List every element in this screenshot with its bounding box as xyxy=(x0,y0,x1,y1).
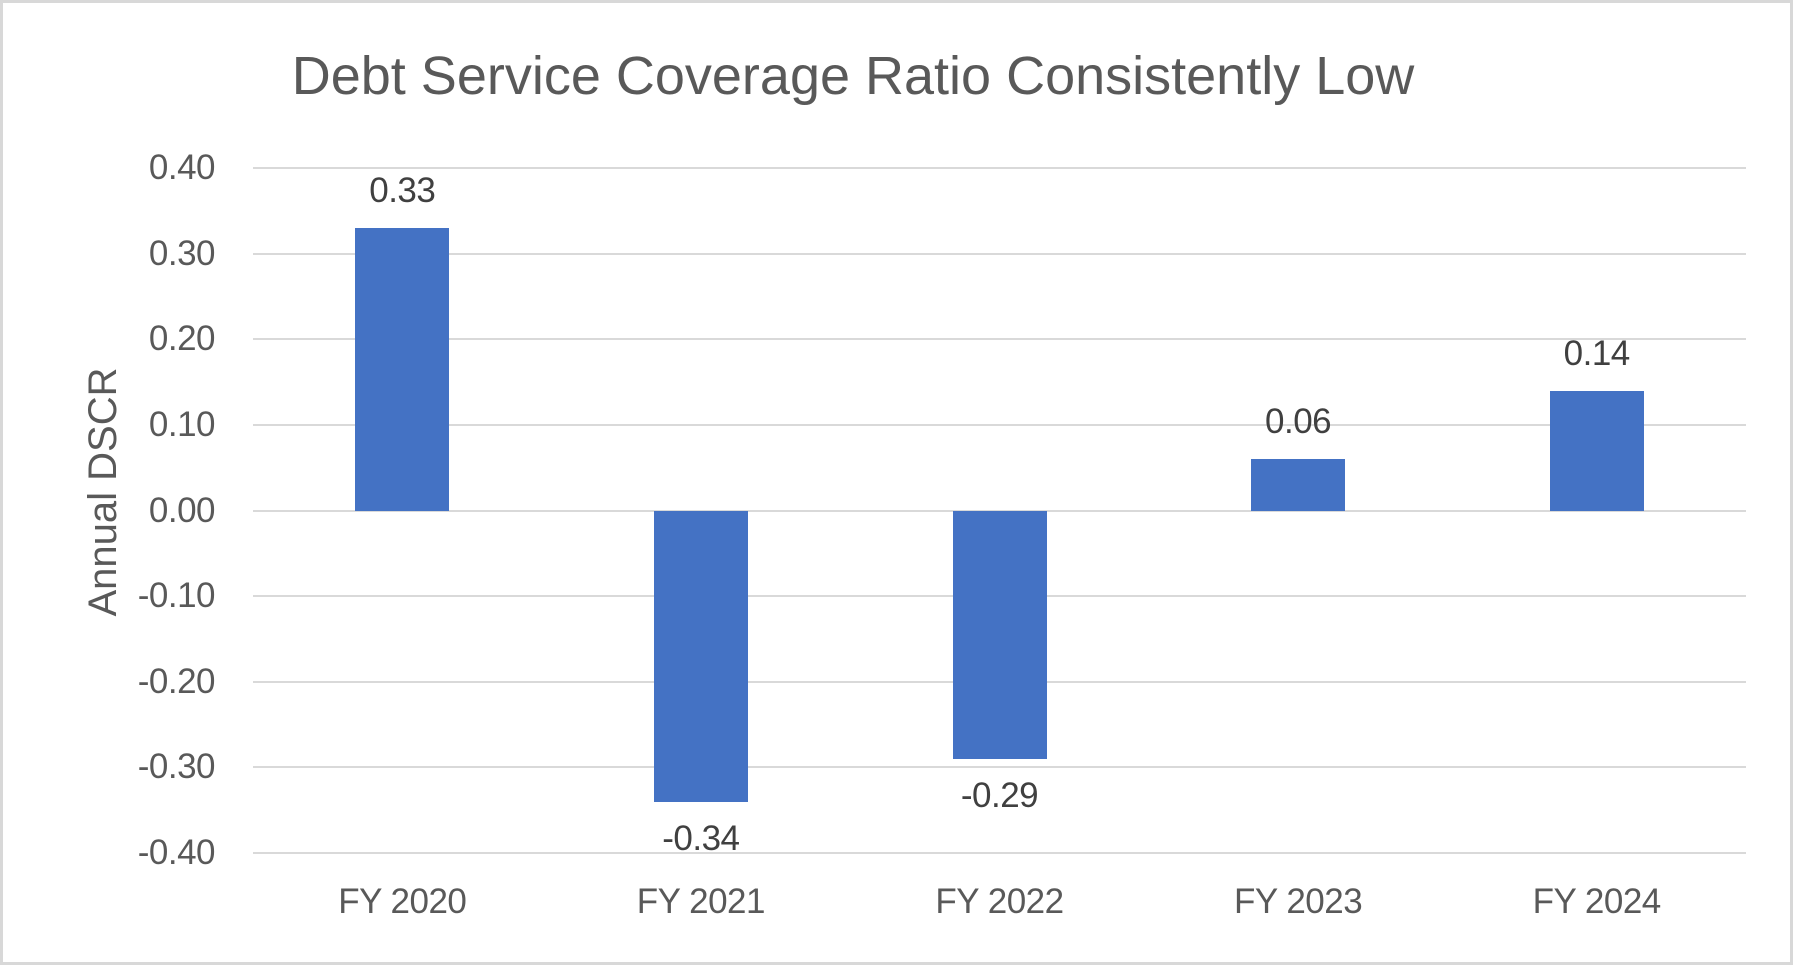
gridline xyxy=(253,338,1746,341)
y-tick-label: 0.10 xyxy=(148,404,216,444)
y-tick-label: 0.30 xyxy=(148,233,216,273)
bar xyxy=(1251,459,1346,511)
y-tick-label: 0.40 xyxy=(148,148,216,187)
x-tick-label: FY 2021 xyxy=(636,882,766,921)
x-tick-label: FY 2022 xyxy=(935,882,1064,921)
x-tick-label: FY 2020 xyxy=(338,882,467,921)
y-tick-label: 0.20 xyxy=(148,319,216,359)
y-tick-label: -0.20 xyxy=(137,661,216,701)
x-tick-label: FY 2023 xyxy=(1234,882,1363,921)
bar-value-label: 0.06 xyxy=(1265,402,1332,442)
gridline xyxy=(253,423,1746,426)
bar xyxy=(952,510,1047,759)
gridline xyxy=(253,167,1746,169)
chart-title: Debt Service Coverage Ratio Consistently… xyxy=(291,46,1415,106)
gridline xyxy=(253,766,1746,769)
bar-value-label: -0.29 xyxy=(960,775,1039,815)
gridline xyxy=(253,252,1746,255)
bar xyxy=(355,227,450,511)
y-tick-label: -0.40 xyxy=(137,833,216,872)
plot-area: 0.40 0.30 0.20 0.10 0.00 -0.10 -0.20 -0.30 -0.40… xyxy=(3,3,1790,962)
y-tick-label: -0.10 xyxy=(137,576,216,616)
y-tick-label: 0.00 xyxy=(148,490,216,530)
x-tick-label: FY 2024 xyxy=(1532,882,1662,921)
bar xyxy=(653,510,748,802)
bar-value-label: 0.14 xyxy=(1563,333,1631,373)
bar xyxy=(1549,390,1644,511)
gridline xyxy=(253,852,1746,854)
bar-value-label: -0.34 xyxy=(662,818,740,858)
y-tick-label: -0.30 xyxy=(137,747,216,787)
bar-value-label: 0.33 xyxy=(369,170,436,210)
